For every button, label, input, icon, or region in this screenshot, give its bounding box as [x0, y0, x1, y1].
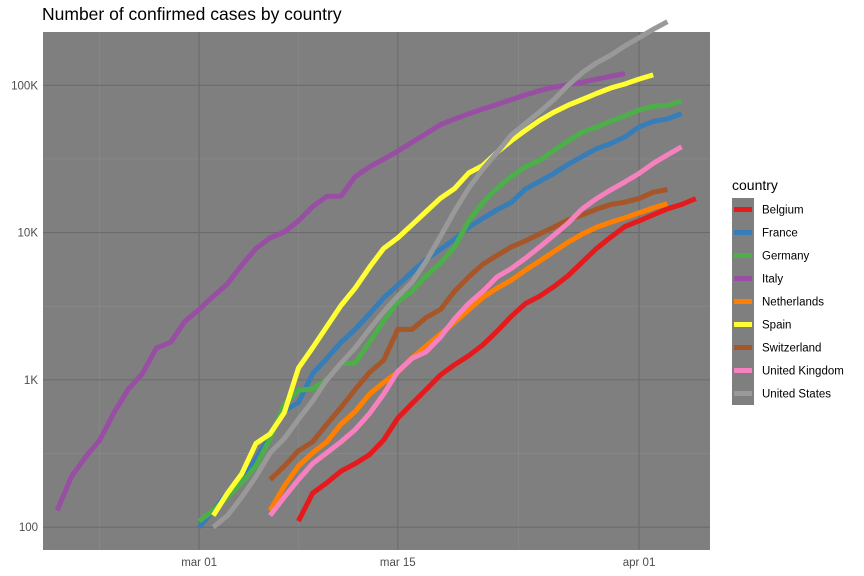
series-line-switzerland: [268, 187, 668, 482]
legend-label: Germany: [762, 251, 810, 263]
series-line-belgium: [296, 196, 697, 523]
series-line-spain: [211, 72, 654, 517]
legend: country Belgium France Germany Italy Netherl…: [732, 177, 844, 405]
legend-label: United Kingdom: [762, 366, 844, 378]
plot-panel: [43, 32, 710, 550]
grid-major: [43, 32, 710, 550]
legend-label: United States: [762, 389, 831, 401]
x-tick-label: apr 01: [623, 557, 656, 569]
y-tick-label: 10K: [18, 228, 39, 240]
chart-title: Number of confirmed cases by country: [42, 4, 342, 24]
x-tick-label: mar 01: [181, 557, 217, 569]
series-line-united-states: [211, 19, 669, 530]
y-axis-tick-labels: 100 1K 10K 100K: [11, 80, 38, 534]
series-lines: [54, 19, 697, 530]
y-tick-label: 100: [19, 522, 38, 534]
legend-label: France: [762, 228, 798, 240]
legend-label: Belgium: [762, 205, 804, 217]
series-line-netherlands: [267, 201, 669, 512]
series-line-italy: [54, 71, 626, 512]
series-line-united-kingdom: [268, 144, 683, 518]
legend-label: Netherlands: [762, 297, 824, 309]
legend-label: Italy: [762, 274, 783, 286]
x-tick-label: mar 15: [380, 557, 416, 569]
x-axis-tick-labels: mar 01 mar 15 apr 01: [181, 557, 655, 569]
legend-label: Spain: [762, 320, 791, 332]
y-tick-label: 100K: [11, 80, 38, 92]
legend-title: country: [732, 177, 778, 193]
y-tick-label: 1K: [24, 375, 38, 387]
legend-label: Switzerland: [762, 343, 821, 355]
